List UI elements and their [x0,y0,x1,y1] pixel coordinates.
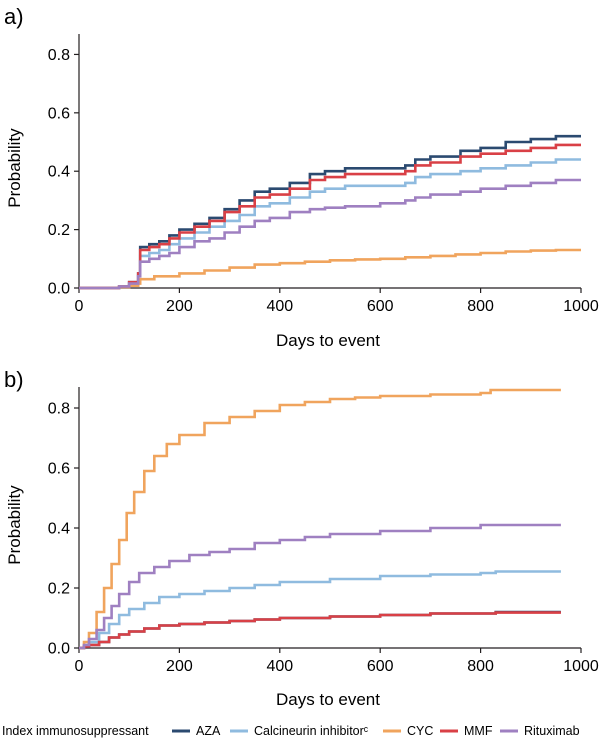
legend: Index immunosuppressant AZA Calcineurin … [2,724,580,738]
x-tick-label: 600 [367,658,394,675]
y-tick-label: 0.4 [48,164,70,181]
y-tick-label: 0.8 [48,401,70,418]
x-tick-label: 600 [367,298,394,315]
x-tick-label: 0 [75,658,84,675]
y-axis-title: Probability [5,128,24,208]
y-tick-label: 0.4 [48,521,70,538]
y-tick-label: 0.0 [48,641,70,658]
panel-b: b) Probability Days to event 0 200 400 600 8… [4,367,599,709]
x-tick-label: 1000 [563,298,599,315]
x-tick-label: 800 [467,658,494,675]
x-tick-label: 800 [467,298,494,315]
x-tick-label: 200 [166,298,193,315]
series-line-calcineurin-inhibitor [79,158,581,290]
series-line-mmf [79,611,561,650]
y-tick-label: 0.0 [48,281,70,298]
x-tick-label: 200 [166,658,193,675]
series-line-calcineurin-inhibitor [79,570,561,650]
legend-label-aza: AZA [196,724,221,738]
series-line-rituximab [79,523,561,650]
series-layer [79,388,561,650]
x-tick-label: 1000 [563,658,599,675]
axes: 0 200 400 600 800 1000 0.0 0.2 0.4 0.6 0.8 [48,34,599,315]
legend-label-cyc: CYC [407,724,433,738]
series-line-mmf [79,143,581,290]
legend-title: Index immunosuppressant [2,724,149,738]
x-tick-label: 0 [75,298,84,315]
x-axis-title: Days to event [276,331,380,350]
legend-label-mmf: MMF [464,724,493,738]
y-tick-label: 0.6 [48,105,70,122]
x-axis-title: Days to event [276,690,380,709]
x-tick-label: 400 [266,658,293,675]
panel-label: b) [4,367,24,392]
panel-label: a) [4,4,24,29]
y-tick-label: 0.8 [48,47,70,64]
series-line-rituximab [79,178,581,290]
panel-a: a) Probability Days to event 0 200 400 600 8… [4,4,599,350]
y-tick-label: 0.6 [48,461,70,478]
axes: 0 200 400 600 800 1000 0.0 0.2 0.4 0.6 0.8 [48,387,599,675]
y-axis-title: Probability [5,485,24,565]
legend-label-calcineurin-inhibitor: Calcineurin inhibitorᶜ [254,724,369,738]
x-tick-label: 400 [266,298,293,315]
series-line-cyc [79,388,561,650]
series-layer [79,134,581,290]
series-line-cyc [79,248,581,290]
y-tick-label: 0.2 [48,222,70,239]
series-line-aza [79,134,581,290]
legend-label-rituximab: Rituximab [524,724,580,738]
y-tick-label: 0.2 [48,581,70,598]
